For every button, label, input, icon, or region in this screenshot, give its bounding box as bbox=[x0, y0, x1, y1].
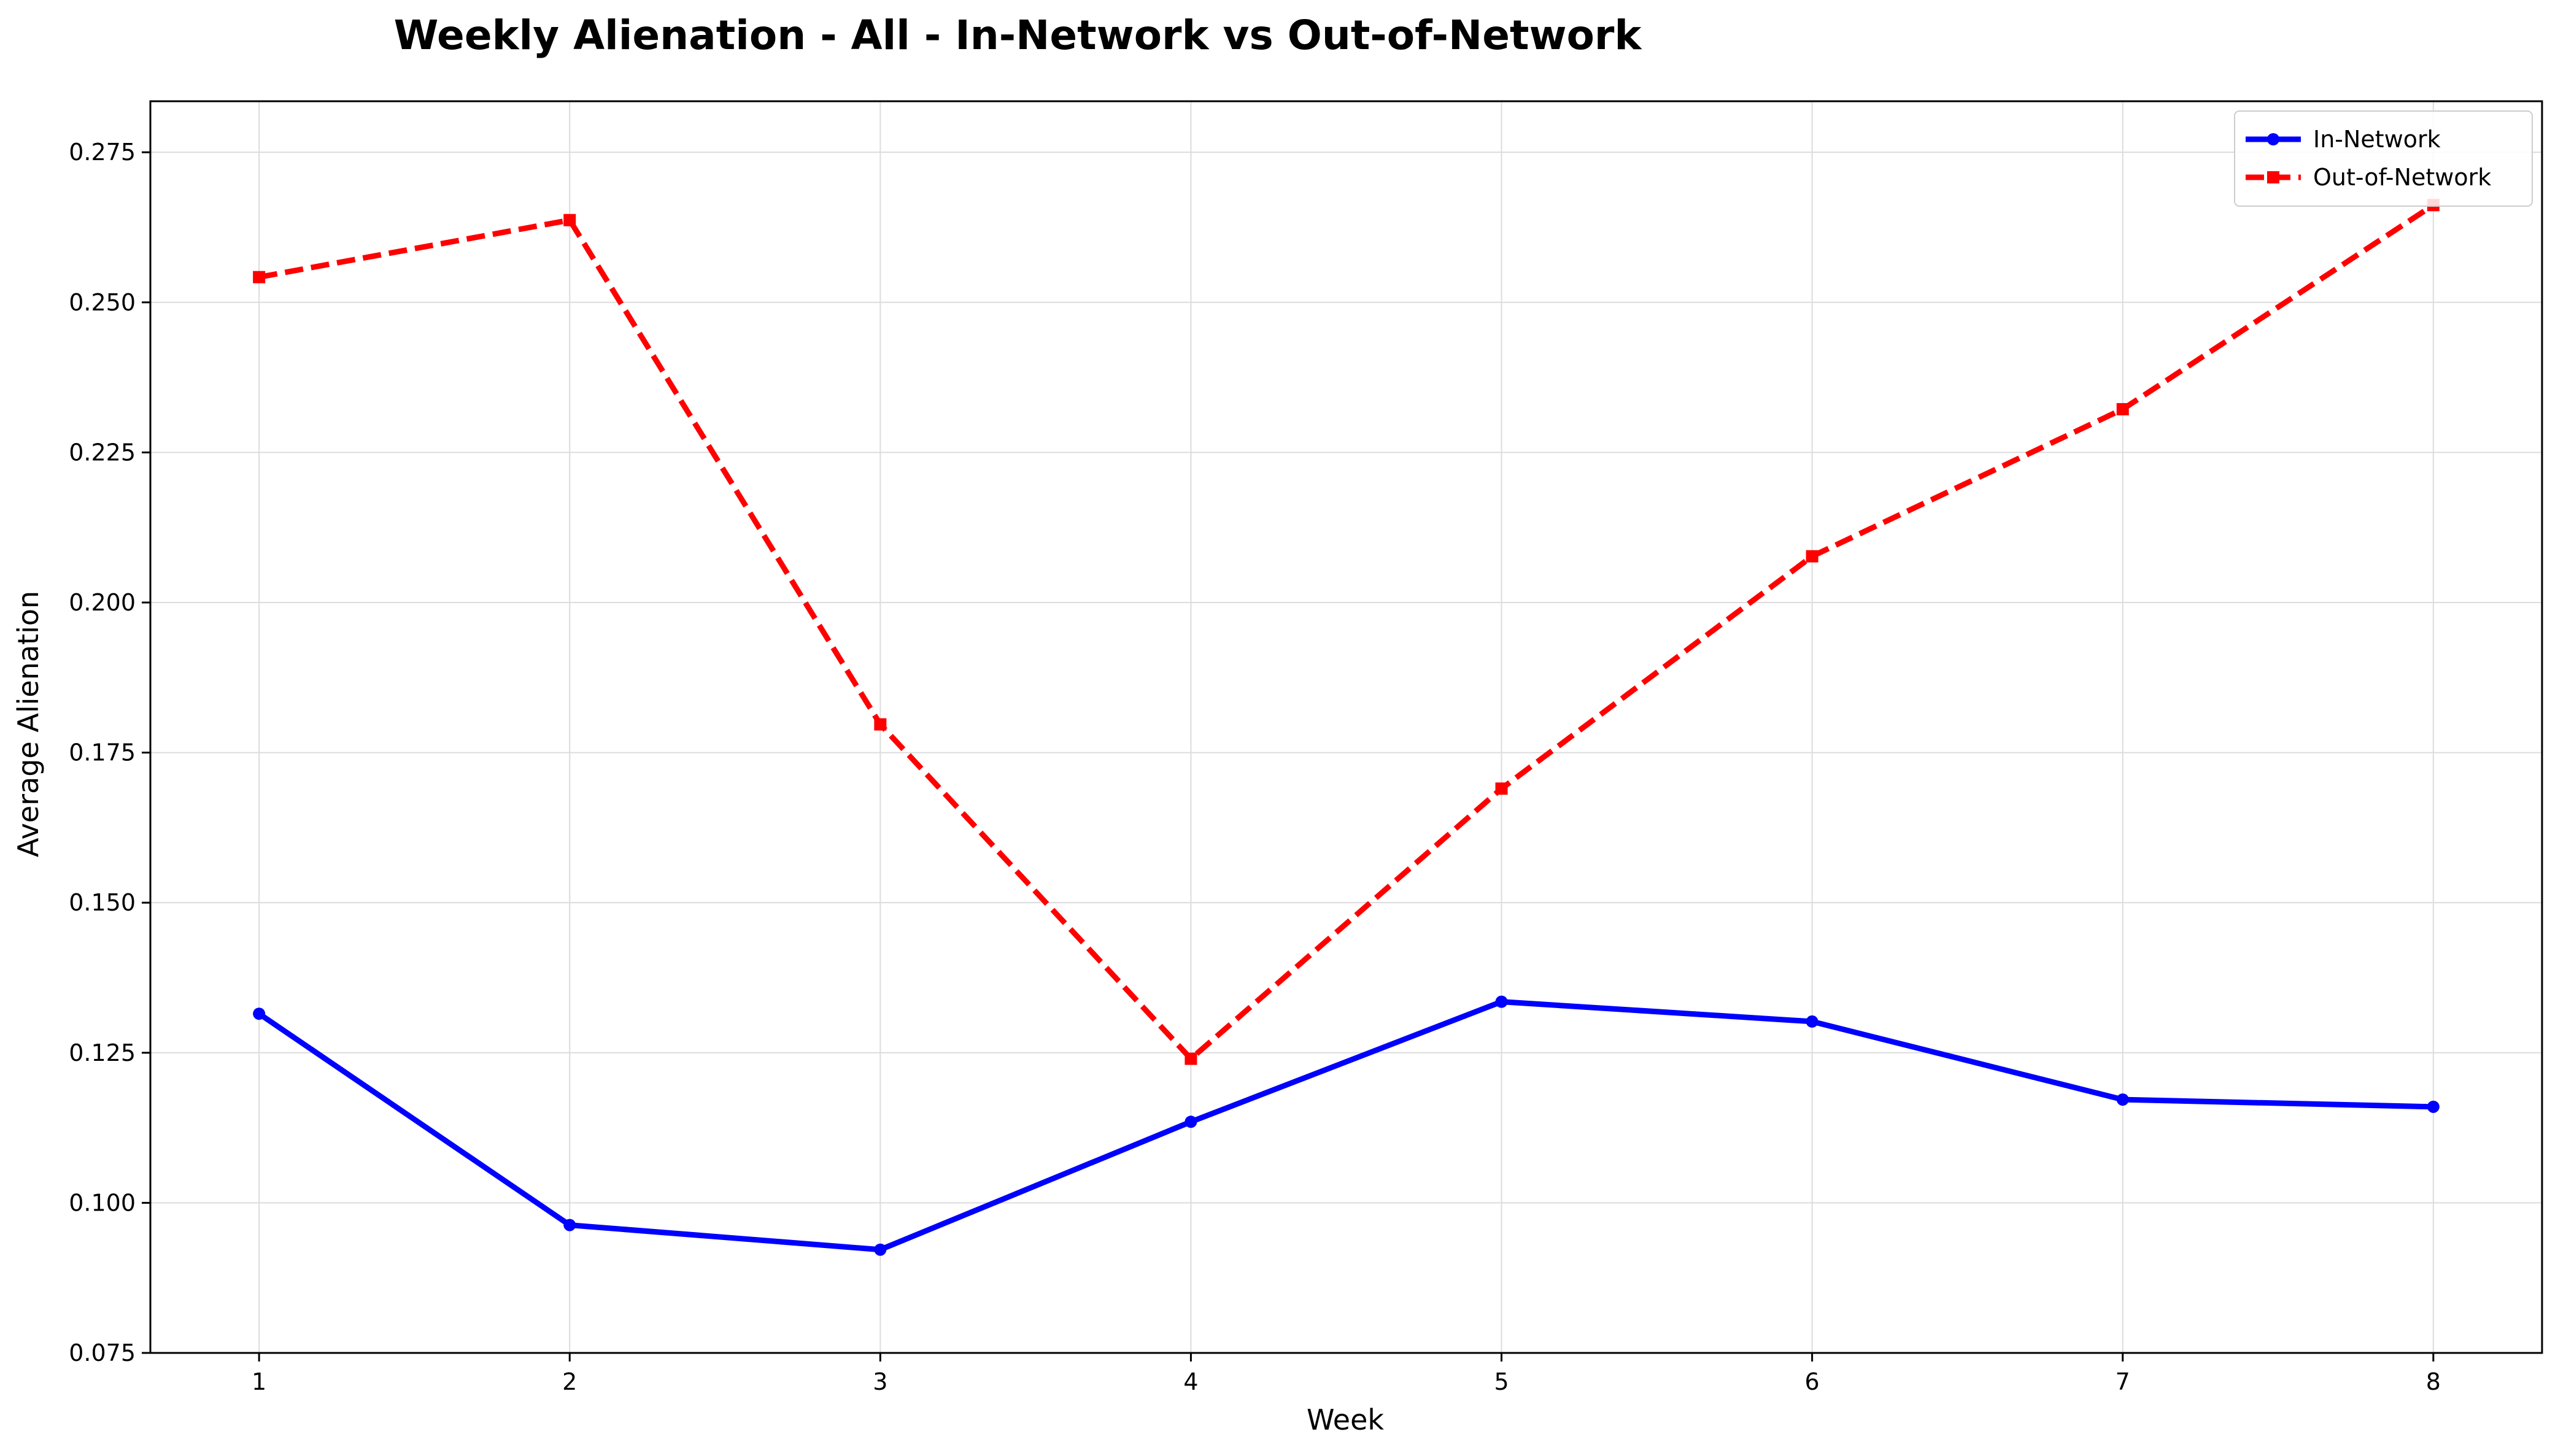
y-axis-label: Average Alienation bbox=[12, 591, 45, 857]
legend-label: Out-of-Network bbox=[2313, 164, 2491, 191]
axes: 1 2 3 4 5 6 7 8 0.075 0.100 0.125 0.150 0.175 0.200 0.… bbox=[69, 139, 2441, 1395]
y-tick-label: 0.125 bbox=[69, 1039, 136, 1066]
data-point bbox=[1184, 1052, 1197, 1065]
x-tick-label: 2 bbox=[562, 1368, 577, 1395]
data-point bbox=[563, 1219, 576, 1231]
y-tick-label: 0.250 bbox=[69, 289, 136, 316]
data-point bbox=[1184, 1115, 1197, 1128]
series-line-0 bbox=[257, 999, 2433, 1253]
y-tick-label: 0.075 bbox=[69, 1339, 136, 1366]
series-line-1 bbox=[258, 202, 2435, 1062]
x-tick-label: 4 bbox=[1183, 1368, 1198, 1395]
y-tick-label: 0.175 bbox=[69, 739, 136, 766]
data-point bbox=[2427, 1100, 2440, 1113]
data-point bbox=[253, 1007, 266, 1020]
data-point bbox=[1495, 995, 1508, 1008]
x-axis-label: Week bbox=[1307, 1403, 1384, 1436]
data-point bbox=[874, 718, 887, 731]
legend-label: In-Network bbox=[2313, 126, 2441, 153]
y-tick-label: 0.275 bbox=[69, 139, 136, 166]
y-tick-label: 0.150 bbox=[69, 889, 136, 916]
chart-title: Weekly Alienation - All - In-Network vs … bbox=[394, 12, 1643, 59]
legend: In-Network Out-of-Network bbox=[2234, 110, 2533, 207]
data-point bbox=[1495, 782, 1508, 795]
x-tick-label: 3 bbox=[873, 1368, 887, 1395]
x-tick-label: 6 bbox=[1805, 1368, 1820, 1395]
y-tick-label: 0.100 bbox=[69, 1189, 136, 1216]
data-point bbox=[2116, 403, 2129, 415]
y-tick-label: 0.225 bbox=[69, 439, 136, 466]
data-point bbox=[563, 214, 576, 226]
x-tick-label: 5 bbox=[1494, 1368, 1509, 1395]
x-tick-label: 8 bbox=[2426, 1368, 2441, 1395]
legend-marker bbox=[2267, 171, 2279, 183]
legend-box bbox=[2234, 110, 2533, 207]
x-tick-label: 7 bbox=[2116, 1368, 2130, 1395]
y-tick-label: 0.200 bbox=[69, 589, 136, 616]
data-point bbox=[1806, 550, 1818, 563]
data-point bbox=[2116, 1093, 2129, 1106]
x-tick-label: 1 bbox=[252, 1368, 266, 1395]
data-point bbox=[253, 271, 266, 283]
plot-area-frame bbox=[149, 100, 2543, 1354]
data-point bbox=[1806, 1015, 1818, 1028]
legend-marker bbox=[2267, 133, 2279, 145]
grid-lines bbox=[150, 101, 2542, 1354]
series-layer bbox=[253, 199, 2440, 1256]
data-point bbox=[874, 1243, 887, 1256]
